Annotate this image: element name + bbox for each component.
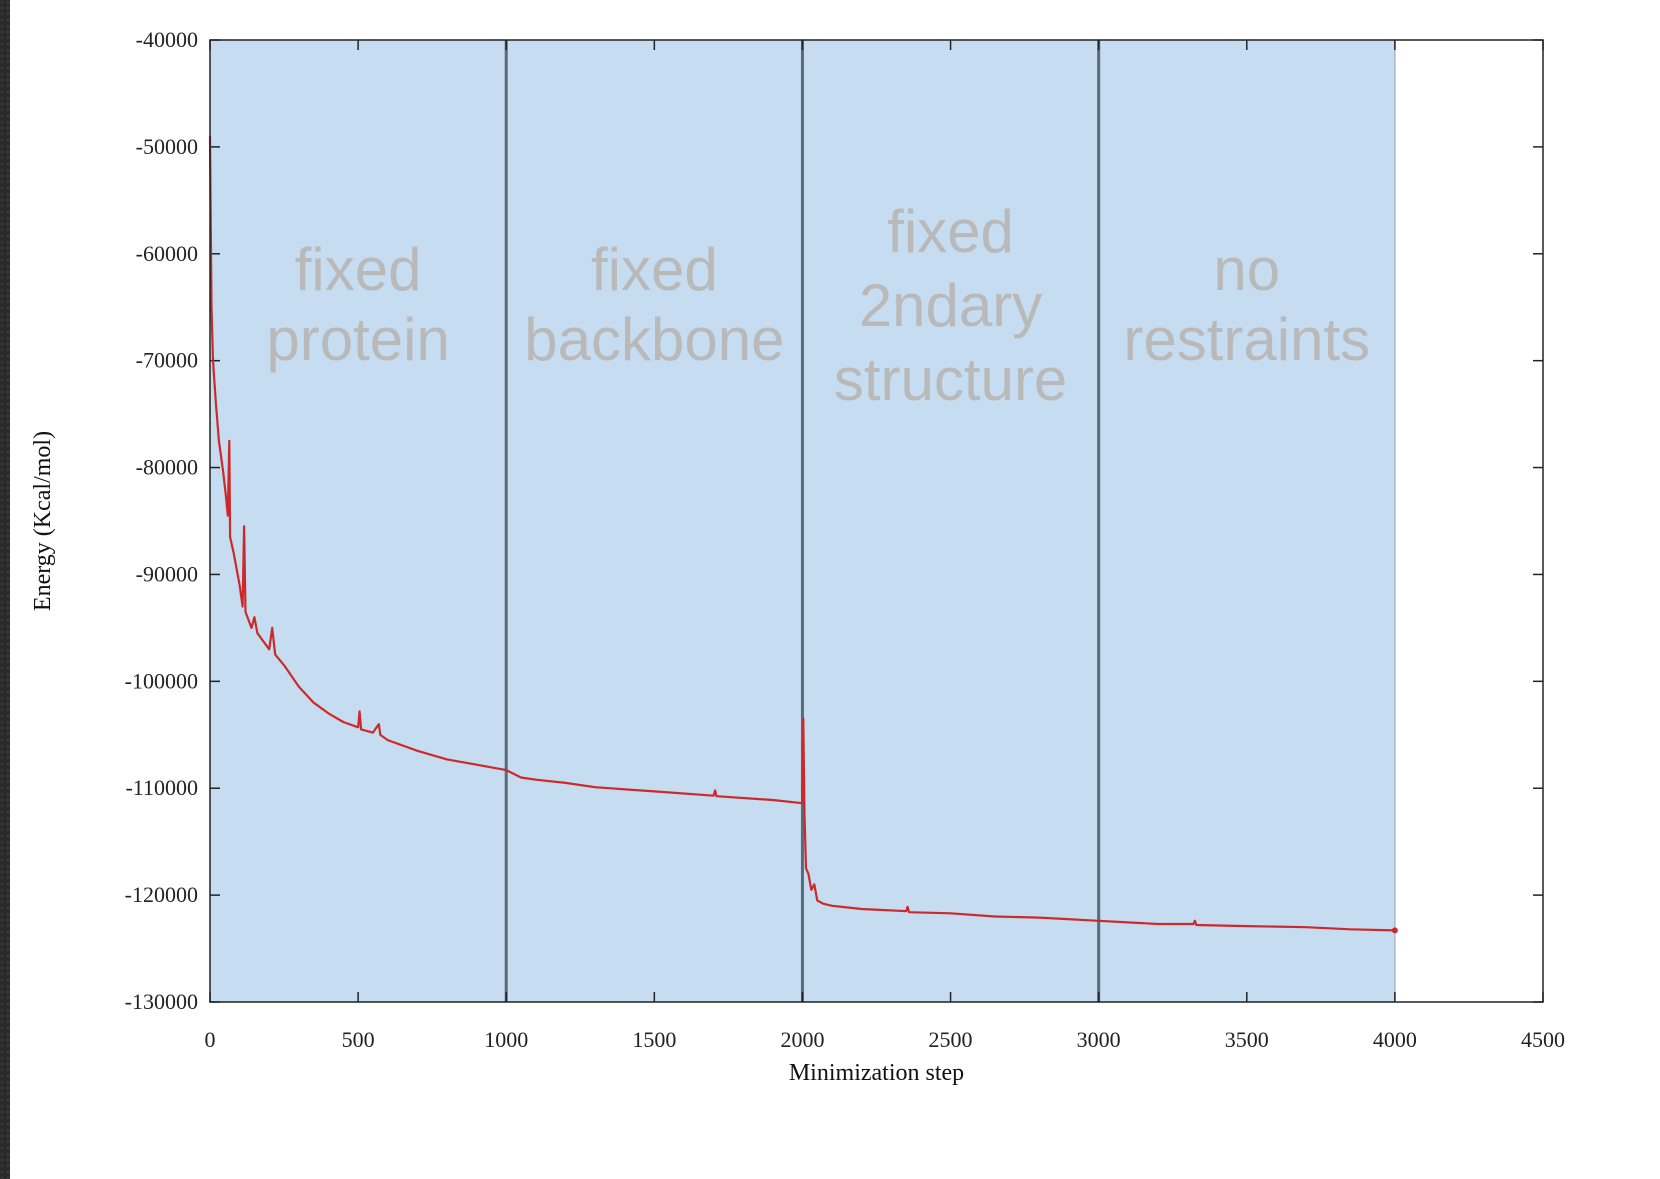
region-label-text: 2ndary	[859, 272, 1042, 339]
x-tick-label: 3000	[1077, 1027, 1121, 1052]
y-tick-label: -90000	[136, 561, 198, 586]
x-tick-label: 1000	[484, 1027, 528, 1052]
region-band	[506, 40, 803, 1002]
y-tick-label: -70000	[136, 348, 198, 373]
y-tick-label: -130000	[125, 989, 198, 1014]
y-axis-label: Energy (Kcal/mol)	[30, 431, 56, 611]
region-label-text: fixed	[591, 236, 718, 303]
y-tick-label: -50000	[136, 134, 198, 159]
region-label-text: fixed	[887, 198, 1014, 265]
plot-frame	[209, 39, 1544, 1003]
y-tick-label: -80000	[136, 455, 198, 480]
region-labels: fixedproteinfixedbackbonefixed2ndarystru…	[266, 198, 1370, 413]
x-tick-label: 4000	[1373, 1027, 1417, 1052]
x-tick-label: 3500	[1225, 1027, 1269, 1052]
energy-series-line	[208, 136, 1395, 932]
region-label-text: structure	[834, 346, 1067, 413]
y-tick-label: -110000	[125, 775, 198, 800]
region-label-text: restraints	[1123, 306, 1370, 373]
x-axis-label: Minimization step	[789, 1060, 964, 1086]
region-label-text: fixed	[295, 236, 422, 303]
x-tick-label: 500	[342, 1027, 375, 1052]
x-tick-label: 1500	[632, 1027, 676, 1052]
x-tick-label: 2000	[780, 1027, 824, 1052]
region-band	[1098, 40, 1395, 1002]
region-band	[802, 40, 1099, 1002]
y-tick-label: -100000	[125, 668, 198, 693]
x-tick-labels: 0 500 1000 1500 2000 2500 3000 3500 4000 4500	[205, 1027, 1566, 1052]
chart-canvas: fixed protein fixed backbone fixed 2ndary stru…	[10, 0, 1660, 1179]
y-tick-label: -60000	[136, 241, 198, 266]
region-label-text: backbone	[524, 306, 784, 373]
y-tick-labels: -40000 -50000 -60000 -70000 -80000 -90000 -100…	[125, 27, 198, 1014]
energy-minimization-chart: fixedproteinfixedbackbonefixed2ndarystru…	[30, 27, 1566, 1086]
series-end-point	[1391, 927, 1398, 934]
series-layer	[208, 136, 1398, 934]
x-tick-label: 0	[205, 1027, 216, 1052]
x-tick-label: 2500	[929, 1027, 973, 1052]
region-band	[210, 40, 507, 1002]
restraint-regions	[210, 40, 1396, 1002]
region-label-text: no	[1213, 236, 1280, 303]
y-tick-label: -120000	[125, 882, 198, 907]
x-tick-label: 4500	[1521, 1027, 1565, 1052]
region-label-text: protein	[266, 306, 449, 373]
y-tick-label: -40000	[136, 27, 198, 52]
